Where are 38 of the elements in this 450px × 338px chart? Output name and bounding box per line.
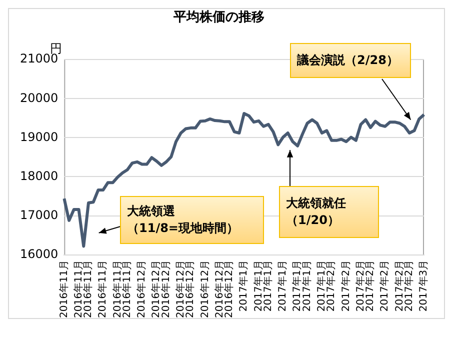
annotation: 大統領選（11/8=現地時間） [127,203,240,237]
x-tick-label: 2017年2月 [364,260,376,312]
x-tick-label: 2017年1月 [315,260,328,312]
x-tick-label: 2016年11月 [72,260,84,318]
x-tick-label: 2017年3月 [418,260,430,312]
x-tick-label: 2017年1月 [300,260,313,312]
x-tick-label: 2016年11月 [82,260,94,318]
x-tick-label: 2016年12月 [213,260,226,318]
y-tick-label: 17000 [20,208,58,222]
y-tick-label: 16000 [20,246,58,261]
x-tick-label: 2017年2月 [378,260,391,312]
x-tick-label: 2016年12月 [174,260,186,318]
x-tick-label: 2016年12月 [184,260,196,318]
x-tick-label: 2016年11月 [96,260,109,318]
x-tick-label: 2016年12月 [160,260,172,318]
x-tick-label: 2016年12月 [136,260,148,318]
x-tick-label: 2017年2月 [393,260,406,312]
y-tick-label: 18000 [20,168,58,183]
y-tick-label: 19000 [20,130,58,144]
x-tick-label: 2017年2月 [403,260,416,312]
x-tick-label: 2016年12月 [198,260,211,318]
annotation: 議会演説（2/28） [297,52,400,69]
chart-title: 平均株価の推移 [172,10,264,26]
x-tick-label: 2017年2月 [354,260,366,312]
x-tick-label: 2016年11月 [58,260,70,318]
x-tick-label: 2017年1月 [262,260,274,312]
x-tick-label: 2016年11月 [111,260,124,318]
x-tick-label: 2016年11月 [120,260,133,318]
x-tick-label: 2016年12月 [223,260,236,318]
x-tick-label: 2017年1月 [252,260,264,312]
x-tick-label: 2017年2月 [325,260,338,312]
x-tick-label: 2016年12月 [150,260,162,318]
y-tick-label: 20000 [20,90,58,105]
x-tick-label: 2017年1月 [238,260,250,312]
x-tick-label: 2017年1月 [291,260,304,312]
x-tick-label: 2017年1月 [276,260,289,312]
x-tick-label: 2017年2月 [340,260,352,312]
annotation: 大統領就任（1/20） [286,195,347,229]
